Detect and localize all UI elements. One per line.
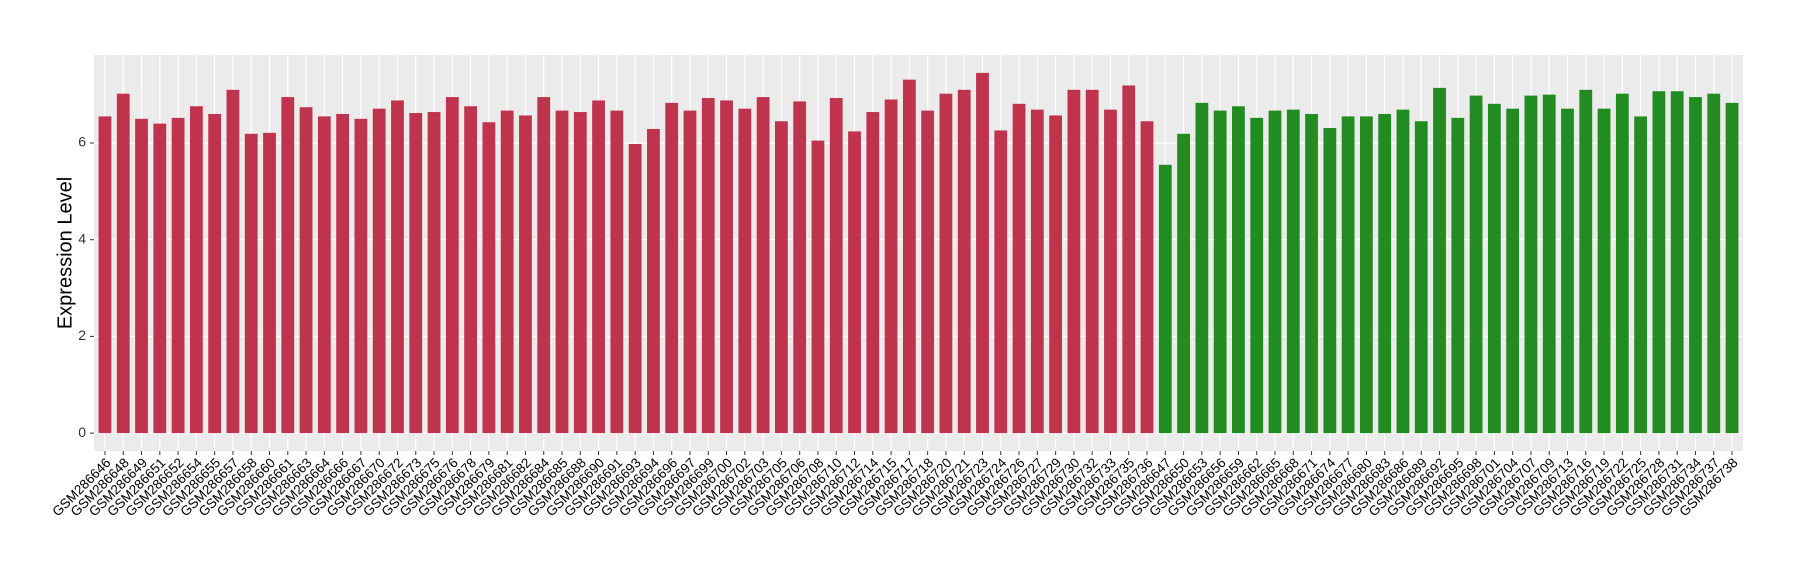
bar [299,107,313,434]
bar [372,108,386,434]
bar [153,123,167,434]
bar [738,108,752,434]
bar [1085,89,1099,434]
bar [1250,117,1264,434]
bar [1305,113,1318,434]
bar [665,102,679,434]
bar [1067,89,1081,434]
bar [1195,102,1209,434]
bar [1652,91,1666,434]
bar [1487,103,1501,434]
bar [226,89,240,434]
bar [1030,109,1044,434]
bar [848,131,861,434]
bar [1579,89,1593,434]
bar [1012,103,1026,434]
y-tick-label: 0 [78,424,86,440]
bar [1597,108,1611,434]
bar [866,112,880,434]
bar [756,97,770,434]
bar [921,110,935,434]
bar [555,110,569,434]
bar [171,117,185,434]
bar [244,133,258,434]
bar [1433,87,1446,434]
bar [647,128,660,434]
bar [939,93,953,434]
bar [1286,109,1300,434]
bar [263,132,276,434]
bar [976,72,989,434]
bar [1158,164,1172,434]
bar [902,79,916,434]
bar [1524,95,1538,434]
bar [98,116,112,434]
bar [482,122,496,434]
bar [573,112,587,434]
bar [464,106,477,434]
bar [116,93,130,434]
bar [592,100,605,434]
bar [957,89,971,434]
bar [628,143,642,434]
bar [354,118,368,434]
bar [829,98,843,434]
bar [1232,106,1245,434]
bar [1561,108,1574,434]
y-tick-label: 2 [78,327,86,343]
bar [1341,116,1355,434]
bar [1707,93,1721,434]
bar [683,110,697,434]
bar [1140,121,1154,434]
bar [1177,133,1190,434]
y-axis-label: Expression Level [54,177,76,329]
bar [1689,97,1702,434]
bar [1634,116,1648,434]
bar [1360,116,1373,434]
bar [811,140,825,434]
bar [427,112,441,434]
bar [774,121,788,434]
bar [1122,85,1136,434]
bar [1323,128,1337,434]
bar [701,98,715,434]
bar [1542,94,1556,434]
bar [317,116,331,434]
y-tick-label: 4 [78,230,86,246]
bar [994,130,1008,434]
bar [1378,113,1392,434]
bar [391,100,404,434]
bar [1725,102,1739,434]
bar [1414,121,1428,434]
bar [1396,109,1410,434]
bar [1615,93,1629,434]
bar [1104,109,1117,434]
bar [500,110,514,434]
panel [94,55,1743,451]
bar [1506,108,1520,434]
y-tick-label: 6 [78,134,86,150]
bar [884,99,898,434]
bar [1670,91,1684,434]
bar [208,113,222,434]
bar [281,97,295,434]
bar [1451,117,1465,434]
bar [409,113,423,434]
bar [537,97,551,434]
bar [610,110,624,434]
bar [445,97,459,434]
bar [1469,95,1483,434]
bar [189,106,203,434]
bar [720,100,733,434]
bar [1213,110,1227,434]
bar [135,118,148,434]
bar [1049,115,1063,434]
bar [1268,110,1282,434]
bar [519,115,532,434]
bar [793,101,807,434]
bar [336,113,350,434]
